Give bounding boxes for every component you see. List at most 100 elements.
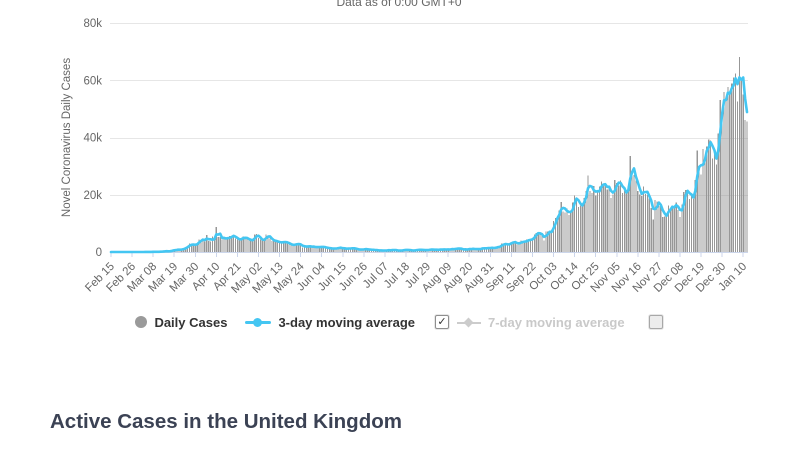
daily-cases-bar: [616, 182, 618, 252]
daily-cases-bar: [298, 244, 300, 252]
daily-cases-bar: [539, 234, 541, 252]
daily-cases-bar: [669, 209, 672, 252]
daily-cases-bar: [263, 239, 265, 252]
7day-average-checkbox[interactable]: [648, 315, 663, 329]
daily-cases-bar: [562, 211, 564, 252]
daily-cases-bar: [560, 201, 562, 252]
daily-cases-bar: [721, 108, 723, 252]
daily-cases-bar: [549, 232, 551, 252]
daily-cases-bar: [482, 247, 484, 252]
legend-label-3day-average: 3-day moving average: [278, 314, 415, 330]
y-tick-label: 20k: [83, 190, 102, 202]
daily-cases-bar: [589, 191, 591, 252]
daily-cases-bar: [597, 192, 599, 252]
daily-cases-bar: [236, 239, 239, 252]
chart-legend: Daily Cases 3-day moving average ✓ 7-day…: [0, 309, 798, 335]
daily-cases-bar: [723, 92, 725, 252]
daily-cases-bar: [254, 234, 256, 252]
daily-cases-bar: [246, 239, 248, 252]
daily-cases-bar: [637, 190, 639, 252]
daily-cases-bar: [520, 240, 522, 252]
daily-cases-bar: [618, 185, 620, 252]
daily-cases-bar: [585, 190, 587, 252]
legend-item-7day-average[interactable]: 7-day moving average: [457, 315, 625, 330]
daily-cases-bar: [179, 250, 181, 252]
daily-cases-chart[interactable]: 0 20k 40k 60k 80k Novel Coronavirus Daily Cas…: [0, 0, 798, 302]
daily-cases-bar: [593, 186, 595, 252]
y-tick-label: 80k: [83, 18, 102, 30]
daily-cases-bar: [332, 249, 334, 252]
daily-cases-bar: [708, 139, 710, 252]
daily-cases-bar: [681, 204, 683, 252]
7day-average-marker-icon: [457, 317, 481, 328]
daily-cases-bar: [336, 247, 338, 252]
daily-cases-bar: [662, 217, 664, 252]
daily-cases-bar: [449, 249, 451, 252]
daily-cases-bar: [614, 179, 616, 252]
daily-cases-bar: [313, 246, 315, 252]
daily-cases-bar: [702, 149, 704, 252]
daily-cases-bar: [349, 248, 352, 252]
daily-cases-bar: [698, 170, 700, 252]
daily-cases-bar: [351, 248, 353, 252]
daily-cases-bar: [508, 243, 511, 252]
daily-cases-bar: [489, 247, 491, 252]
daily-cases-bar: [564, 212, 566, 252]
daily-cases-bar: [367, 249, 369, 252]
daily-cases-bar: [604, 185, 606, 252]
daily-cases-bar: [443, 249, 445, 252]
daily-cases-bar: [696, 150, 698, 252]
daily-cases-bar: [346, 248, 348, 252]
daily-cases-bar: [305, 246, 307, 252]
daily-cases-bar: [250, 240, 252, 252]
daily-cases-bar: [524, 241, 526, 252]
daily-cases-bar: [307, 246, 309, 252]
daily-cases-bar: [660, 206, 662, 252]
daily-cases-bar: [192, 245, 194, 252]
legend-item-3day-average[interactable]: 3-day moving average: [245, 315, 415, 330]
daily-cases-bar: [635, 180, 637, 252]
daily-cases-bar: [713, 152, 716, 252]
daily-cases-bar: [344, 248, 346, 252]
daily-cases-bar: [223, 236, 225, 252]
daily-cases-bar: [491, 248, 493, 252]
daily-cases-bar: [455, 248, 457, 252]
legend-item-daily-cases[interactable]: Daily Cases: [135, 315, 227, 330]
daily-cases-bar: [740, 80, 742, 253]
daily-cases-bar: [545, 231, 547, 252]
daily-cases-bar: [280, 242, 283, 252]
daily-cases-bar: [190, 244, 193, 252]
daily-cases-bar: [323, 247, 325, 252]
daily-cases-bar: [257, 238, 260, 252]
daily-cases-bar: [652, 219, 654, 252]
daily-cases-bar: [338, 247, 340, 252]
daily-cases-bar: [244, 237, 246, 252]
daily-cases-bar: [227, 238, 229, 252]
daily-cases-bar: [321, 246, 323, 252]
y-tick-label: 60k: [83, 75, 102, 87]
daily-cases-bar: [472, 248, 474, 252]
daily-cases-bar: [602, 185, 604, 252]
daily-cases-bar: [209, 241, 212, 252]
daily-cases-bar: [282, 241, 284, 252]
daily-cases-bar: [512, 241, 514, 252]
daily-cases-bar: [606, 189, 608, 252]
daily-cases-bar: [619, 180, 622, 252]
daily-cases-bar: [466, 249, 468, 252]
daily-cases-bar: [292, 244, 294, 252]
y-tick-label: 40k: [83, 133, 102, 145]
3day-average-checkbox[interactable]: ✓: [435, 315, 449, 329]
daily-cases-bar: [503, 243, 505, 252]
daily-cases-bar: [275, 240, 277, 252]
daily-cases-bar: [658, 206, 660, 252]
daily-cases-bar: [290, 245, 292, 252]
y-tick-label: 0: [96, 247, 102, 259]
daily-cases-bar: [679, 216, 681, 252]
daily-cases-bar: [303, 246, 306, 252]
daily-cases-bar: [566, 208, 568, 252]
daily-cases-bar: [664, 216, 666, 252]
daily-cases-bar: [717, 133, 719, 252]
daily-cases-bar: [533, 234, 535, 252]
daily-cases-bar: [621, 193, 624, 252]
daily-cases-bar: [529, 240, 532, 252]
